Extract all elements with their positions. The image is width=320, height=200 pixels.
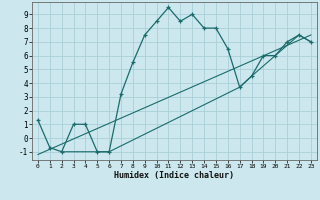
X-axis label: Humidex (Indice chaleur): Humidex (Indice chaleur)	[115, 171, 234, 180]
